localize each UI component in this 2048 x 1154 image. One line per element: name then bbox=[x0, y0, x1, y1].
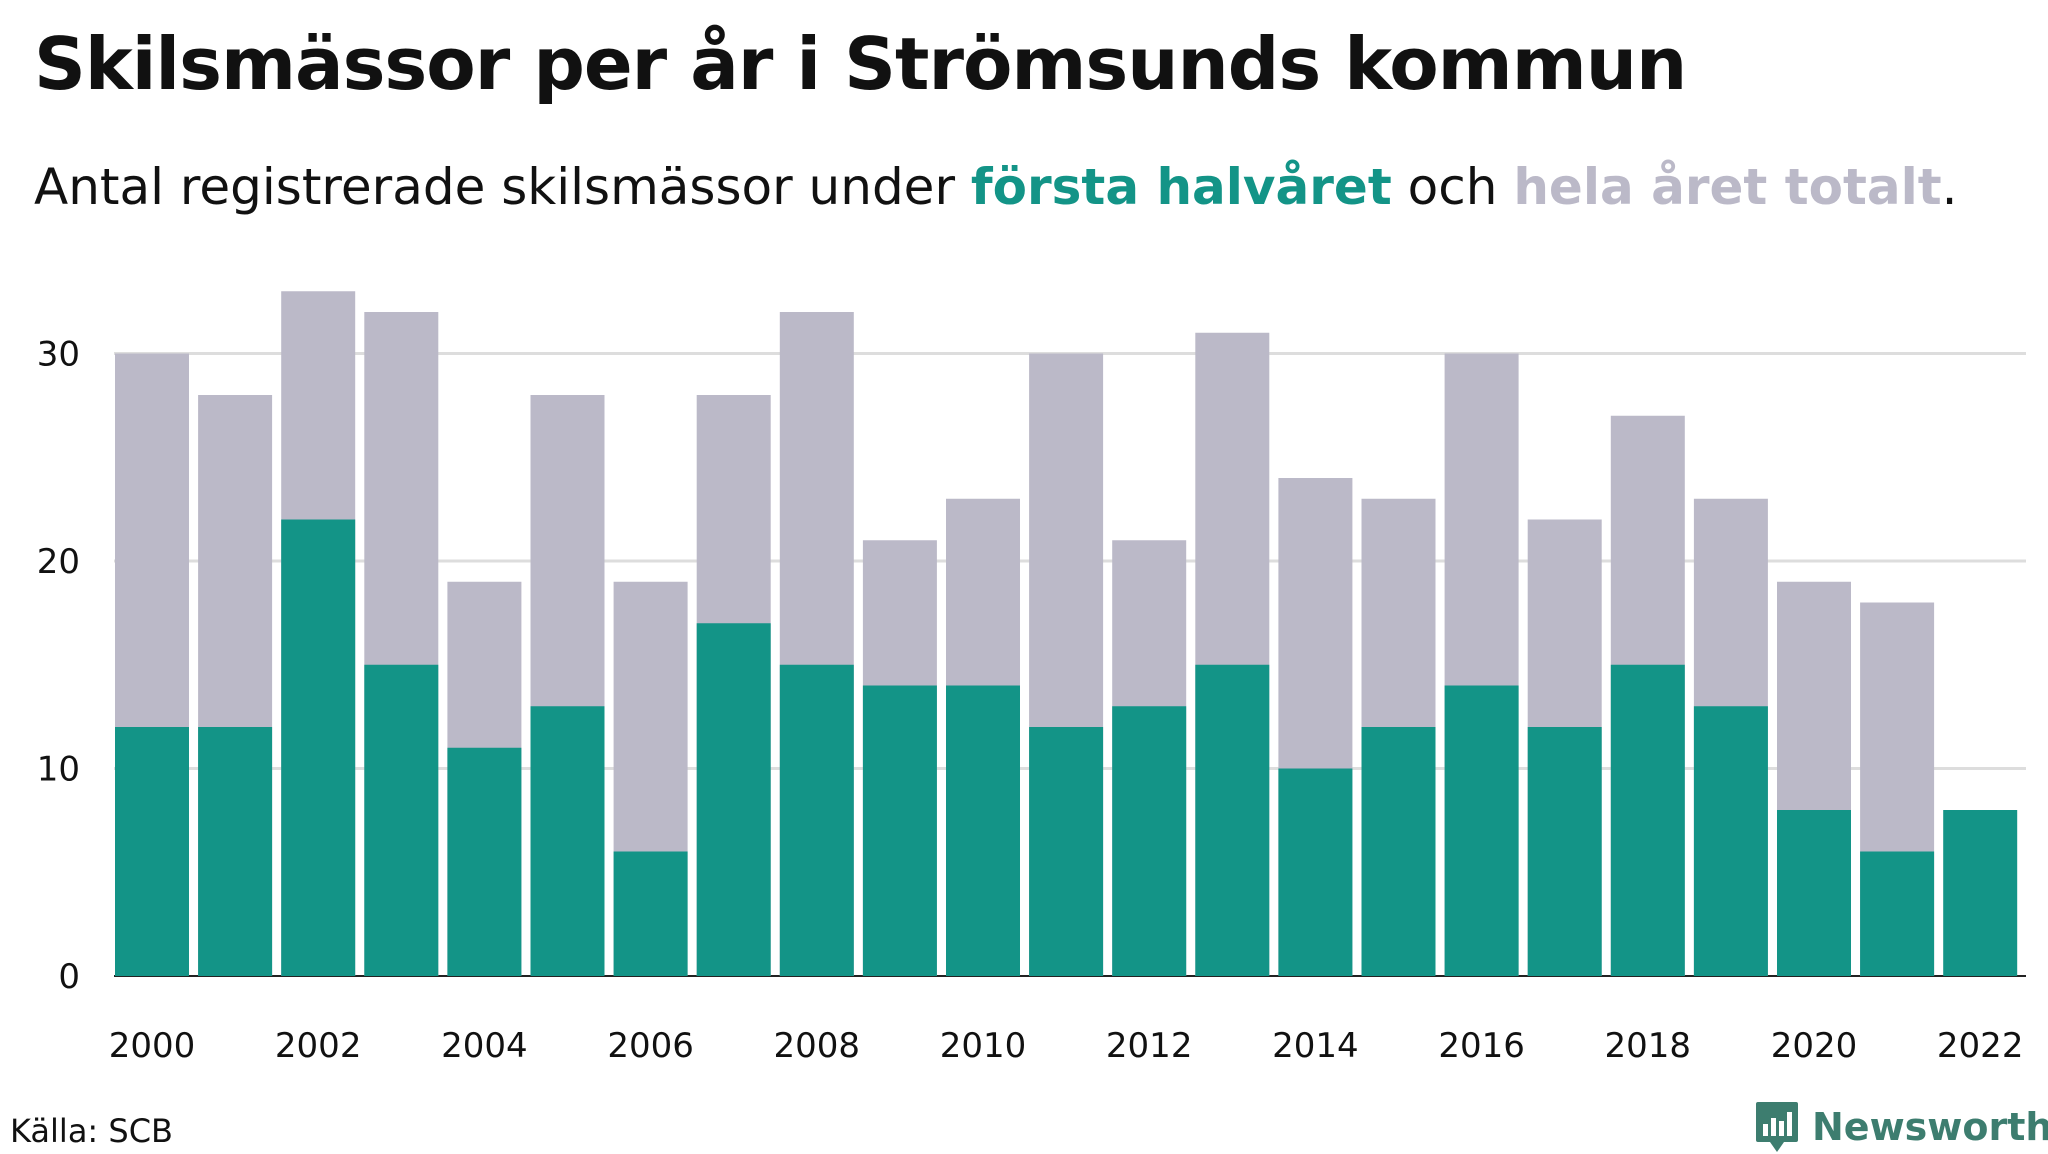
first-half-bar bbox=[613, 851, 688, 976]
x-tick-label: 2008 bbox=[774, 1026, 861, 1066]
first-half-bar bbox=[364, 664, 439, 976]
y-tick-label: 30 bbox=[37, 335, 80, 375]
first-half-bar bbox=[1029, 727, 1104, 976]
y-tick-label: 10 bbox=[37, 750, 80, 790]
first-half-bar bbox=[1693, 706, 1768, 976]
x-tick-label: 2002 bbox=[275, 1026, 362, 1066]
first-half-bar bbox=[115, 727, 189, 976]
first-half-bar bbox=[1278, 768, 1353, 976]
x-tick-label: 2010 bbox=[940, 1026, 1027, 1066]
first-half-bar bbox=[779, 664, 854, 976]
first-half-bar bbox=[1777, 810, 1851, 976]
first-half-bar bbox=[1860, 851, 1935, 976]
first-half-bar bbox=[1527, 727, 1602, 976]
first-half-bar bbox=[1610, 664, 1685, 976]
first-half-bar bbox=[1943, 810, 2018, 976]
subtitle-prefix: Antal registrerade skilsmässor under bbox=[34, 158, 971, 216]
x-tick-label: 2006 bbox=[607, 1026, 694, 1066]
first-half-bar bbox=[281, 519, 356, 976]
brand-logo: Newsworthy bbox=[1754, 1100, 2048, 1154]
first-half-bar bbox=[862, 685, 937, 976]
source-note: Källa: SCB bbox=[10, 1112, 173, 1150]
first-half-bar bbox=[1444, 685, 1519, 976]
x-tick-label: 2004 bbox=[441, 1026, 528, 1066]
y-tick-label: 20 bbox=[37, 542, 80, 582]
first-half-bar bbox=[447, 747, 522, 976]
subtitle: Antal registrerade skilsmässor under för… bbox=[34, 158, 1958, 216]
subtitle-middle: och bbox=[1391, 158, 1514, 216]
bar-chart: 0 10 20 30 2000 2002 2004 2006 2008 2010 2012 2014… bbox=[37, 291, 2026, 1066]
x-tick-label: 2018 bbox=[1605, 1026, 1692, 1066]
first-half-bar bbox=[1112, 706, 1187, 976]
x-tick-label: 2000 bbox=[109, 1026, 196, 1066]
first-half-bar bbox=[946, 685, 1020, 976]
first-half-bar bbox=[530, 706, 605, 976]
first-half-bar bbox=[1195, 664, 1270, 976]
first-half-bar bbox=[696, 623, 771, 976]
x-tick-label: 2022 bbox=[1937, 1026, 2024, 1066]
x-tick-label: 2020 bbox=[1771, 1026, 1858, 1066]
x-axis-labels: 2000 2002 2004 2006 2008 2010 2012 2014 2016 2018… bbox=[109, 1026, 2024, 1066]
first-half-bars bbox=[115, 519, 2018, 976]
legend-first-half: första halvåret bbox=[970, 158, 1392, 216]
first-half-bar bbox=[198, 727, 273, 976]
first-half-bar bbox=[1361, 727, 1436, 976]
y-tick-label: 0 bbox=[58, 957, 80, 997]
page-title: Skilsmässor per år i Strömsunds kommun bbox=[34, 22, 1687, 106]
legend-total: hela året totalt bbox=[1513, 158, 1942, 216]
newsworthy-logo-icon bbox=[1756, 1102, 1798, 1152]
y-axis-labels: 0 10 20 30 bbox=[37, 335, 80, 998]
x-tick-label: 2016 bbox=[1438, 1026, 1525, 1066]
brand-name: Newsworthy bbox=[1812, 1105, 2048, 1149]
subtitle-suffix: . bbox=[1941, 158, 1958, 216]
x-tick-label: 2014 bbox=[1272, 1026, 1359, 1066]
x-tick-label: 2012 bbox=[1106, 1026, 1193, 1066]
